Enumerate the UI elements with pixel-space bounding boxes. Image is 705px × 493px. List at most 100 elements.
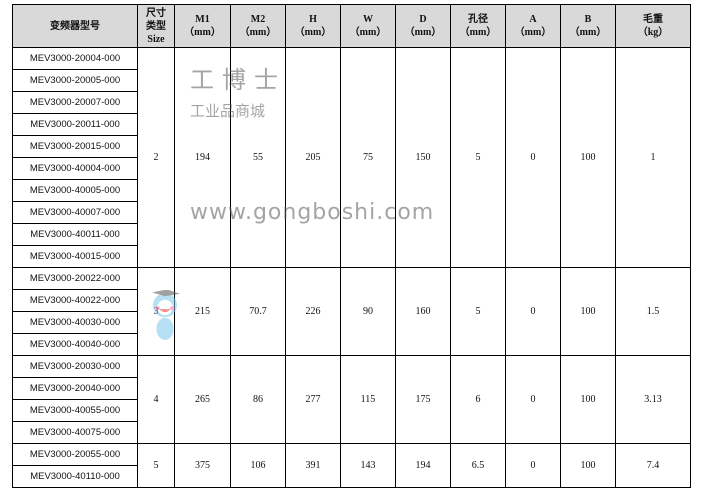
value-cell: 205 xyxy=(285,47,341,268)
header-text: （mm） xyxy=(184,27,221,38)
column-header: 尺寸 类型 Size xyxy=(137,4,175,48)
value-cell: 0 xyxy=(505,267,561,356)
header-text: H xyxy=(309,14,317,25)
value-cell: 70.7 xyxy=(230,267,286,356)
header-text: Size xyxy=(147,33,165,45)
header-text: （kg） xyxy=(637,27,669,38)
column-header: 孔径 （mm） xyxy=(450,4,506,48)
value-cell: 391 xyxy=(285,443,341,488)
header-text: M2 xyxy=(250,14,266,25)
table-row: MEV3000-20030-000 4 265 86 277 115 175 6 0 100 3.1… xyxy=(12,355,691,444)
header-text: 尺寸 xyxy=(146,7,166,19)
header-text: W xyxy=(363,14,373,25)
value-cell: 7.4 xyxy=(615,443,691,488)
header-text: （mm） xyxy=(239,27,277,38)
dimension-table: 变频器型号 尺寸 类型 Size M1 （mm） M2 （mm） H （mm） W （mm） D （mm）… xyxy=(12,4,691,488)
value-cell: 6 xyxy=(450,355,506,444)
header-text: （mm） xyxy=(459,27,497,38)
value-cell: 100 xyxy=(560,443,616,488)
value-cell: 265 xyxy=(174,355,231,444)
value-cell: 106 xyxy=(230,443,286,488)
header-text: 类型 xyxy=(146,20,166,32)
value-cell: 143 xyxy=(340,443,396,488)
model-cell: MEV3000-40055-000 xyxy=(12,399,138,422)
value-cell: 0 xyxy=(505,47,561,268)
value-cell: 2 xyxy=(137,47,175,268)
table-row: MEV3000-20022-000 3 215 70.7 226 90 160 5 0 100 1.… xyxy=(12,267,691,356)
column-header: A （mm） xyxy=(505,4,561,48)
value-cell: 100 xyxy=(560,47,616,268)
header-text: 孔径 xyxy=(468,14,488,25)
column-header: W （mm） xyxy=(340,4,396,48)
model-cell: MEV3000-40040-000 xyxy=(12,333,138,356)
value-cell: 75 xyxy=(340,47,396,268)
value-cell: 1.5 xyxy=(615,267,691,356)
header-text: M1 xyxy=(195,14,210,25)
value-cell: 55 xyxy=(230,47,286,268)
model-cell: MEV3000-20030-000 xyxy=(12,355,138,378)
column-header: B （mm） xyxy=(560,4,616,48)
value-cell: 100 xyxy=(560,267,616,356)
header-text: （mm） xyxy=(294,27,332,38)
value-cell: 90 xyxy=(340,267,396,356)
model-cell: MEV3000-20004-000 xyxy=(12,47,138,70)
model-cell: MEV3000-40005-000 xyxy=(12,179,138,202)
model-cell: MEV3000-20005-000 xyxy=(12,69,138,92)
model-cell: MEV3000-40075-000 xyxy=(12,421,138,444)
model-cell: MEV3000-40011-000 xyxy=(12,223,138,246)
value-cell: 100 xyxy=(560,355,616,444)
model-cell: MEV3000-20015-000 xyxy=(12,135,138,158)
value-cell: 194 xyxy=(174,47,231,268)
model-cell: MEV3000-20011-000 xyxy=(12,113,138,136)
header-text: 毛重 xyxy=(643,14,663,25)
value-cell: 215 xyxy=(174,267,231,356)
model-cell: MEV3000-40007-000 xyxy=(12,201,138,224)
column-header: D （mm） xyxy=(395,4,451,48)
value-cell: 3.13 xyxy=(615,355,691,444)
value-cell: 175 xyxy=(395,355,451,444)
model-cell: MEV3000-40030-000 xyxy=(12,311,138,334)
value-cell: 0 xyxy=(505,355,561,444)
value-cell: 5 xyxy=(137,443,175,488)
model-cell: MEV3000-40022-000 xyxy=(12,289,138,312)
value-cell: 226 xyxy=(285,267,341,356)
value-cell: 160 xyxy=(395,267,451,356)
model-cell: MEV3000-40004-000 xyxy=(12,157,138,180)
column-header: M2 （mm） xyxy=(230,4,286,48)
table-row: MEV3000-20055-000 5 375 106 391 143 194 6.5 0 100… xyxy=(12,443,691,488)
column-header: H （mm） xyxy=(285,4,341,48)
value-cell: 1 xyxy=(615,47,691,268)
table-row: MEV3000-40110-000 xyxy=(12,465,691,488)
value-cell: 194 xyxy=(395,443,451,488)
value-cell: 115 xyxy=(340,355,396,444)
header-text: （mm） xyxy=(349,27,387,38)
value-cell: 4 xyxy=(137,355,175,444)
header-text: 变频器型号 xyxy=(50,20,100,32)
header-text: （mm） xyxy=(514,27,552,38)
column-header: M1 （mm） xyxy=(174,4,231,48)
value-cell: 0 xyxy=(505,443,561,488)
header-text: A xyxy=(529,14,537,25)
header-row: 变频器型号 尺寸 类型 Size M1 （mm） M2 （mm） H （mm） W （mm） D （mm）… xyxy=(12,4,691,48)
value-cell: 375 xyxy=(174,443,231,488)
value-cell: 3 xyxy=(137,267,175,356)
header-text: （mm） xyxy=(569,27,607,38)
value-cell: 86 xyxy=(230,355,286,444)
model-cell: MEV3000-20040-000 xyxy=(12,377,138,400)
model-cell: MEV3000-40015-000 xyxy=(12,245,138,268)
value-cell: 5 xyxy=(450,267,506,356)
model-cell: MEV3000-20055-000 xyxy=(12,443,138,466)
model-cell: MEV3000-20007-000 xyxy=(12,91,138,114)
value-cell: 277 xyxy=(285,355,341,444)
header-text: D xyxy=(419,14,427,25)
table-row: MEV3000-20004-000 2 194 55 205 75 150 5 0 100 1 xyxy=(12,47,691,268)
header-text: （mm） xyxy=(404,27,442,38)
value-cell: 150 xyxy=(395,47,451,268)
column-header: 毛重 （kg） xyxy=(615,4,691,48)
value-cell: 5 xyxy=(450,47,506,268)
model-cell: MEV3000-20022-000 xyxy=(12,267,138,290)
header-text: B xyxy=(584,14,592,25)
model-cell: MEV3000-40110-000 xyxy=(12,465,138,488)
value-cell: 6.5 xyxy=(450,443,506,488)
column-header: 变频器型号 xyxy=(12,4,138,48)
